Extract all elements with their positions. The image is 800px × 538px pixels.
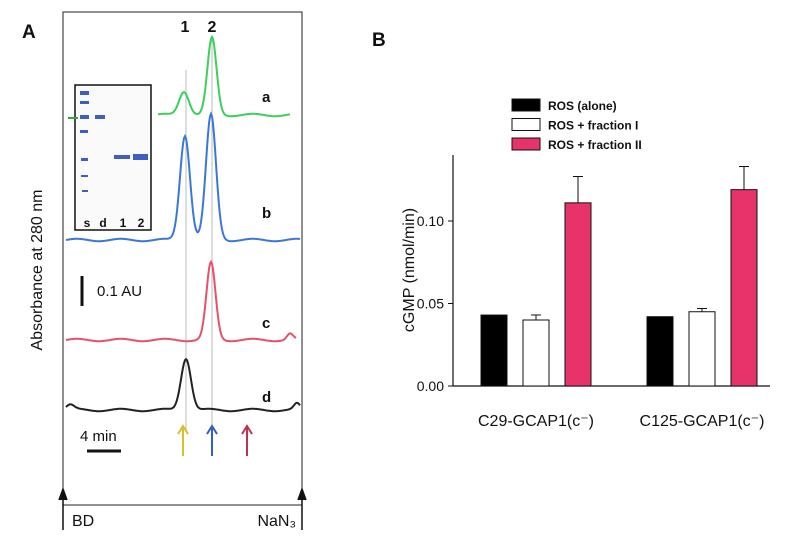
scale-label: 4 min xyxy=(80,428,117,445)
trace xyxy=(65,357,301,413)
bar xyxy=(688,311,716,387)
end-label: NaN₃ xyxy=(257,513,296,530)
peak-label: 2 xyxy=(208,19,217,36)
y-axis-label: cGMP (nmol/min) xyxy=(401,208,418,332)
x-tick-label: C29-GCAP1(c⁻) xyxy=(478,413,594,430)
trace xyxy=(65,259,297,343)
bar xyxy=(646,316,674,387)
start-arrow xyxy=(58,486,68,530)
trace-label: b xyxy=(262,205,271,222)
legend-label: ROS (alone) xyxy=(548,99,617,113)
legend-swatch xyxy=(511,98,541,112)
start-label: BD xyxy=(72,513,94,530)
y-tick-label: 0.10 xyxy=(417,213,444,229)
error-bar xyxy=(739,166,749,190)
panel-letter: B xyxy=(372,30,386,51)
trace-label: d xyxy=(262,389,271,406)
trace xyxy=(157,34,291,118)
trace xyxy=(65,111,300,243)
trace-label: c xyxy=(262,315,270,332)
x-tick-label: C125-GCAP1(c⁻) xyxy=(640,413,765,430)
gel-lane-label: s xyxy=(84,216,91,230)
error-bar xyxy=(531,314,541,320)
y-tick-label: 0.05 xyxy=(417,296,444,312)
bar xyxy=(480,314,508,387)
panel-a: A Absorbance at 280 nm 1 2 a b c d s d 1… xyxy=(22,11,307,530)
gel-lane-label: 1 xyxy=(120,216,127,230)
bar xyxy=(522,319,550,387)
error-bar xyxy=(697,307,707,312)
scale-label: 0.1 AU xyxy=(97,283,142,300)
legend-label: ROS + fraction II xyxy=(548,138,642,152)
panel-frame xyxy=(62,11,303,506)
y-axis-label: Absorbance at 280 nm xyxy=(29,190,46,351)
fraction-arrows xyxy=(177,424,253,456)
legend-swatch xyxy=(511,118,541,131)
bar xyxy=(730,189,758,387)
end-arrow xyxy=(297,486,307,530)
y-tick-label: 0.00 xyxy=(417,378,444,394)
gel-bands xyxy=(80,91,148,192)
gel-lane-label: d xyxy=(99,216,106,230)
peak-label: 1 xyxy=(181,19,190,36)
panel-letter: A xyxy=(22,22,36,43)
bar xyxy=(564,202,592,387)
error-bar xyxy=(573,175,583,203)
legend-swatch xyxy=(511,137,541,151)
trace-label: a xyxy=(262,89,271,106)
legend-label: ROS + fraction I xyxy=(548,119,638,133)
panel-b: B cGMP (nmol/min) 0.00 0.05 0.10 C29-GCAP1(… xyxy=(372,30,770,430)
gel-lane-label: 2 xyxy=(138,216,145,230)
